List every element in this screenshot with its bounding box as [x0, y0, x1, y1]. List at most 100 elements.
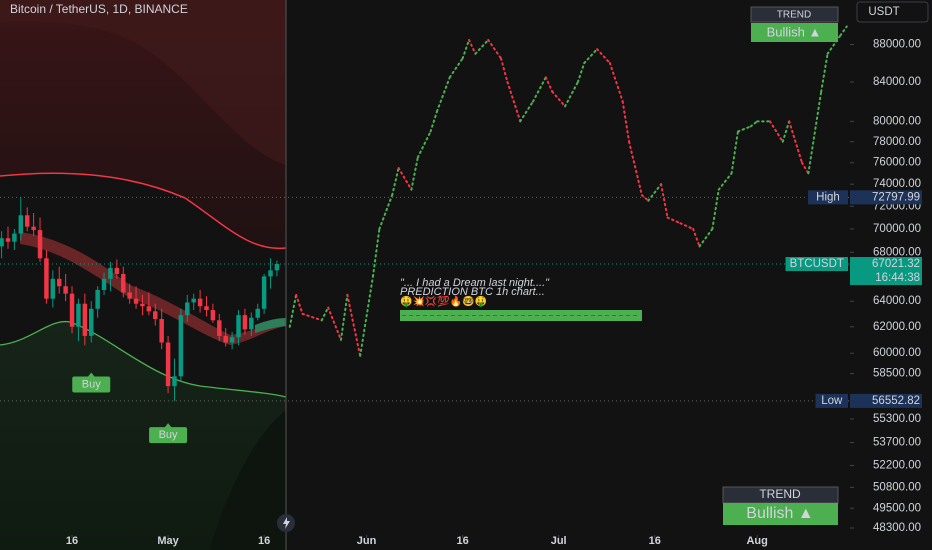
y-tick-label: 50800.00	[873, 481, 921, 493]
projection-segment	[621, 100, 631, 143]
candle-body	[255, 308, 260, 318]
candle-body	[76, 303, 81, 327]
projection-segment	[410, 156, 419, 191]
candle-body	[133, 298, 139, 304]
marker-time-box	[850, 271, 922, 286]
currency-label[interactable]: USDT	[868, 6, 899, 18]
projection-segment	[320, 306, 330, 322]
plot	[0, 25, 850, 402]
signal-pointer	[164, 423, 173, 429]
projection-segment	[506, 81, 522, 123]
x-tick-label: 16	[649, 535, 661, 547]
y-tick-label: 74000.00	[873, 178, 921, 190]
symbol-header: Bitcoin / TetherUS, 1D, BINANCE	[10, 2, 188, 16]
candle-body	[274, 264, 280, 271]
projection-segment	[647, 183, 663, 202]
projection-segment	[826, 34, 842, 55]
projection-segment	[736, 125, 752, 133]
candle-body	[140, 303, 145, 307]
candle-body	[172, 376, 177, 387]
y-tick-label: 58500.00	[873, 368, 921, 380]
candle-body	[153, 311, 158, 320]
projection-segment	[608, 62, 624, 103]
projection-segment	[660, 183, 669, 219]
candle-body	[95, 289, 100, 309]
projection-segment	[327, 306, 342, 341]
projection-segment	[371, 227, 381, 278]
currency-button[interactable]	[856, 1, 929, 23]
projection-segment	[788, 120, 803, 164]
projection-segment	[378, 194, 394, 230]
projection-segment	[679, 222, 695, 230]
projection-segment	[666, 216, 682, 225]
candle-body	[127, 292, 132, 299]
candle-body	[69, 293, 75, 327]
lower-envelope	[0, 320, 287, 398]
candle-body	[50, 278, 56, 299]
candle-body	[108, 267, 113, 279]
trend-state-box	[723, 503, 838, 525]
y-tick-label: 76000.00	[873, 157, 921, 169]
marker-value-box	[850, 190, 922, 205]
signal-label: Buy	[159, 429, 178, 441]
projection-segment	[583, 48, 599, 65]
projection-segment	[500, 57, 509, 84]
projection-segment	[359, 275, 374, 357]
ma-ribbon	[20, 232, 286, 345]
candle-body	[101, 278, 107, 290]
candle-body	[229, 337, 235, 343]
trend-header-box	[750, 6, 839, 23]
candle-body	[249, 317, 254, 330]
projection-segment	[807, 90, 823, 175]
marker-value-box	[850, 393, 922, 408]
y-tick-label: 53700.00	[873, 437, 921, 449]
candle-body	[63, 286, 68, 294]
replay-icon[interactable]	[283, 517, 290, 529]
x-tick-label: Jun	[357, 535, 377, 547]
projection-segment	[551, 90, 567, 108]
marker-value-box	[850, 257, 922, 272]
x-tick-label: 16	[66, 535, 78, 547]
trend-title: TREND	[777, 10, 811, 21]
upper-band-inner	[0, 0, 286, 165]
candle-body	[0, 238, 4, 247]
x-tick-label: 16	[258, 535, 270, 547]
candle-body	[204, 306, 209, 311]
candle-body	[242, 315, 248, 330]
signal-pointer	[87, 372, 96, 378]
candle-body	[82, 303, 88, 336]
x-tick-label: Aug	[746, 535, 767, 547]
candle-body	[146, 306, 152, 312]
projection-segment	[820, 52, 829, 93]
y-tick-label: 60000.00	[873, 347, 921, 359]
trend-state: Bullish ▲	[746, 505, 813, 522]
candle-body	[18, 215, 24, 234]
marker-time: 16:44:38	[875, 272, 920, 284]
y-tick-label: 55300.00	[873, 413, 921, 425]
projection-segment	[532, 76, 547, 103]
candle-body	[114, 267, 120, 274]
projection-segment	[692, 227, 701, 248]
candle-body	[223, 335, 228, 343]
lower-band	[0, 321, 286, 550]
candle-body	[56, 278, 62, 287]
x-tick-label: Jul	[551, 535, 567, 547]
projection-segment	[519, 100, 535, 123]
candle-body	[185, 302, 190, 316]
x-tick-label: May	[157, 535, 179, 547]
candle-body	[12, 233, 17, 242]
y-tick-label: 88000.00	[873, 39, 921, 51]
signal-label: Buy	[82, 378, 101, 390]
candle-body	[37, 230, 43, 259]
trend-state-box	[751, 23, 838, 42]
projection-segment	[487, 38, 503, 60]
y-tick-label: 78000.00	[873, 136, 921, 148]
projection-segment	[717, 172, 733, 191]
candle-body	[89, 308, 94, 336]
x-tick-label: 16	[456, 535, 468, 547]
candle-body	[178, 315, 184, 377]
marker-label-box	[808, 190, 848, 205]
trend-title: TREND	[759, 487, 801, 501]
y-tick-label: 70000.00	[873, 223, 921, 235]
projection-segment	[474, 38, 490, 55]
